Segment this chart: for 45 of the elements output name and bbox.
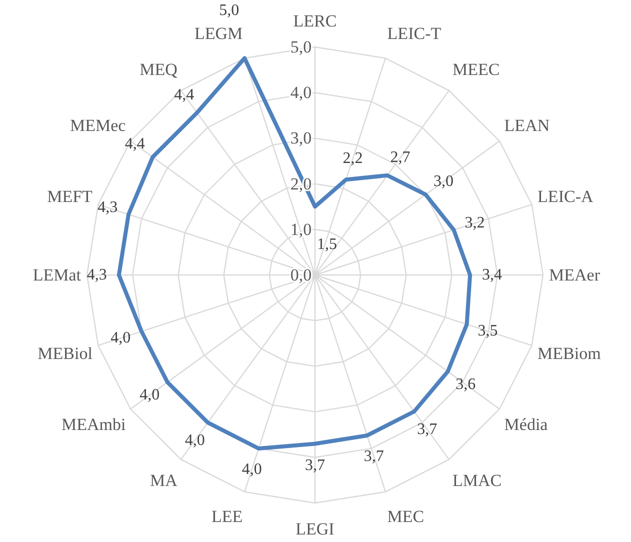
spoke-label: LEIC-T [387,24,442,43]
spoke-label: Média [504,414,548,434]
data-label: 2,7 [390,149,410,166]
spoke-label: MEAer [549,266,600,284]
y-tick-label: 4,0 [290,83,312,102]
y-tick-label: 5,0 [290,38,312,56]
data-label: 3,7 [305,457,325,474]
spoke-label: LEMat [32,266,82,284]
spoke-label: MA [150,470,178,490]
data-label: 5,0 [219,2,240,20]
data-label: 2,2 [342,150,363,168]
spoke-label: MEBiom [538,344,601,363]
data-label: 3,4 [482,266,502,284]
data-label: 1,5 [317,236,337,254]
data-label: 4,0 [110,330,131,347]
data-label: 3,7 [417,420,438,438]
data-label: 3,6 [456,376,476,393]
spoke-label: LMAC [452,470,502,490]
spoke-label: LERC [293,12,337,30]
data-label: 4,0 [184,432,205,449]
y-tick-label: 3,0 [290,128,312,148]
data-label: 4,4 [124,136,145,153]
data-label: 3,7 [364,448,384,465]
spoke-label: MEMec [70,116,126,136]
spoke-label: MEBiol [38,344,93,363]
y-tick-label: 0,0 [290,266,312,284]
spoke-label: MEFT [47,187,94,206]
y-tick-label: 1,0 [290,220,312,239]
spoke-label: MEEC [452,60,500,80]
spoke-label: LEGM [194,24,243,43]
data-label: 4,0 [140,386,160,404]
spoke-label: LEE [212,507,243,526]
spoke-label: MEAmbi [61,414,126,434]
data-label: 3,0 [433,173,454,190]
data-label: 4,0 [242,460,262,478]
spoke-label: LEIC-A [538,187,594,206]
data-label: 3,2 [464,214,485,232]
spoke-label: LEGI [296,520,335,538]
data-label: 3,5 [478,322,498,340]
data-label: 4,3 [98,199,118,216]
data-label: 4,4 [174,86,194,104]
data-label: 4,3 [86,266,107,284]
spoke-label: LEAN [504,116,550,136]
spoke-label: MEC [387,507,424,526]
spoke-label: MEQ [140,60,178,80]
